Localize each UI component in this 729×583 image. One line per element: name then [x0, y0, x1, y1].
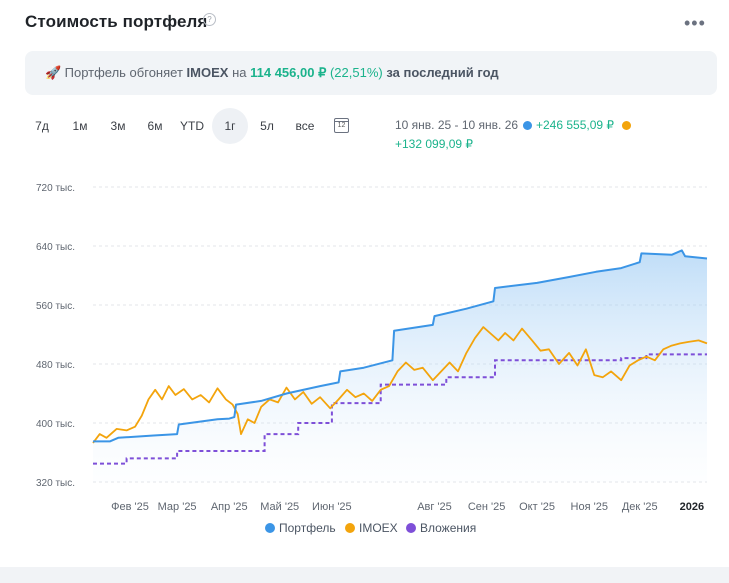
banner-index: IMOEX	[186, 65, 229, 80]
imoex-dot	[622, 121, 631, 130]
help-icon[interactable]: ?	[203, 13, 216, 26]
x-tick-label: Фев '25	[111, 501, 149, 513]
range-6m-button[interactable]: 6м	[147, 119, 163, 133]
y-tick-label: 320 тыс.	[36, 478, 75, 489]
series-invest-line	[92, 353, 707, 465]
performance-banner: 🚀 Портфель обгоняет IMOEX на 114 456,00 …	[25, 51, 717, 95]
banner-amount: 114 456,00 ₽	[250, 65, 327, 80]
y-tick-label: 720 тыс.	[36, 183, 75, 194]
more-options-icon[interactable]: •••	[684, 13, 706, 33]
range-5y-button[interactable]: 5л	[260, 119, 274, 133]
portfolio-chart: 320 тыс. 400 тыс. 480 тыс. 560 тыс. 640 тыс.…	[36, 183, 708, 513]
legend-dot-invest	[406, 523, 416, 533]
legend-label-invest: Вложения	[420, 521, 477, 535]
x-tick-label: Май '25	[260, 501, 299, 513]
legend-label-portfolio: Портфель	[279, 521, 336, 535]
legend-dot-portfolio	[265, 523, 275, 533]
rocket-icon: 🚀	[45, 65, 62, 80]
y-tick-label: 400 тыс.	[36, 419, 75, 430]
y-tick-label: 560 тыс.	[36, 301, 75, 312]
legend-dot-imoex	[345, 523, 355, 533]
footer-bar	[0, 567, 729, 583]
page-title: Стоимость портфеля	[25, 12, 208, 31]
series-imoex-line	[92, 326, 708, 444]
x-tick-label: Июн '25	[312, 501, 352, 513]
range-all-button[interactable]: все	[295, 119, 315, 133]
banner-text-1: Портфель обгоняет	[64, 65, 183, 80]
imoex-change: +132 099,09 ₽	[395, 137, 474, 151]
x-tick-label: Мар '25	[158, 501, 197, 513]
range-7d-button[interactable]: 7д	[35, 119, 49, 133]
banner-text-2: на	[232, 65, 247, 80]
series-portfolio-line	[93, 249, 708, 443]
range-3m-button[interactable]: 3м	[110, 119, 126, 133]
y-tick-label: 480 тыс.	[36, 360, 75, 371]
x-tick-label: 2026	[680, 501, 704, 513]
calendar-icon[interactable]: 12	[334, 118, 349, 133]
x-tick-label: Сен '25	[468, 501, 506, 513]
legend-item-imoex[interactable]: IMOEX	[345, 521, 398, 535]
portfolio-area	[93, 250, 707, 482]
banner-percent: (22,51%)	[329, 65, 383, 80]
x-tick-label: Ноя '25	[571, 501, 608, 513]
banner-text-3: за последний год	[386, 65, 499, 80]
portfolio-change: +246 555,09 ₽	[536, 118, 615, 132]
range-1y-button[interactable]: 1г	[212, 108, 248, 144]
legend-item-portfolio[interactable]: Портфель	[265, 521, 336, 535]
y-tick-label: 640 тыс.	[36, 242, 75, 253]
x-tick-label: Дек '25	[622, 501, 658, 513]
range-ytd-button[interactable]: YTD	[180, 119, 204, 133]
x-tick-label: Авг '25	[417, 501, 452, 513]
range-1m-button[interactable]: 1м	[72, 119, 88, 133]
legend-label-imoex: IMOEX	[359, 521, 398, 535]
portfolio-dot	[523, 121, 532, 130]
legend-item-invest[interactable]: Вложения	[406, 521, 476, 535]
x-tick-label: Окт '25	[519, 501, 555, 513]
x-tick-label: Апр '25	[211, 501, 248, 513]
period-label: 10 янв. 25 - 10 янв. 26	[395, 118, 519, 132]
